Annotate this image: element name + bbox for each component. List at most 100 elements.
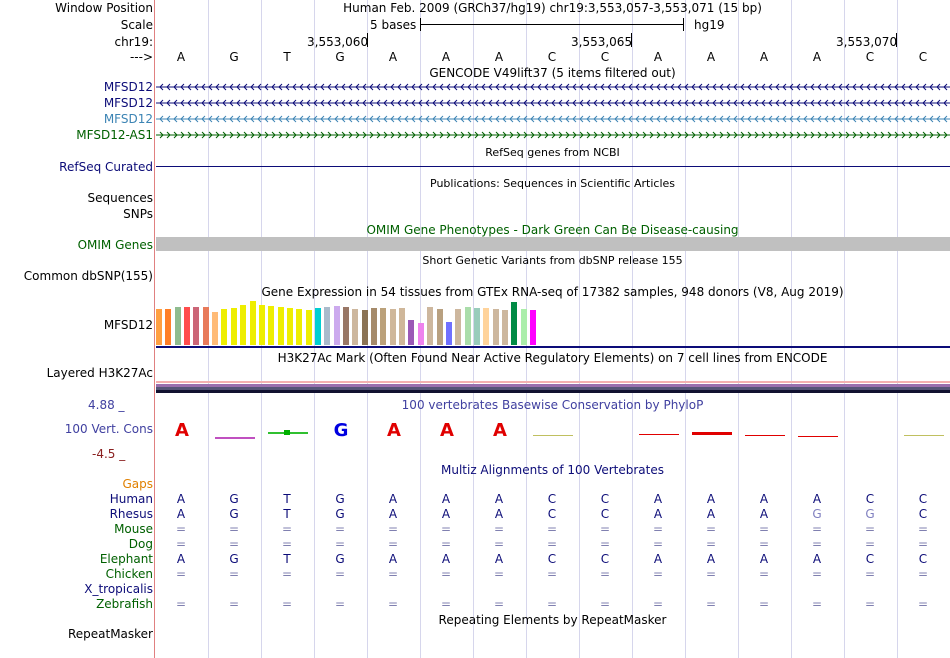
gtex-tissue-bar[interactable] (221, 309, 228, 345)
refseq-gene-line[interactable] (156, 166, 950, 167)
gtex-tissue-bar[interactable] (361, 310, 368, 345)
multiz-base: = (811, 597, 823, 611)
multiz-species-label[interactable]: Chicken (105, 567, 153, 581)
omim-gene-block[interactable] (156, 237, 950, 251)
gtex-tissue-bar[interactable] (333, 306, 340, 345)
strand-arrow (838, 83, 843, 91)
gtex-tissue-bar[interactable] (445, 322, 452, 345)
gtex-tissue-bar[interactable] (492, 309, 499, 345)
strand-arrow (432, 131, 437, 139)
strand-arrow (866, 115, 871, 123)
gtex-tissue-bar[interactable] (417, 323, 424, 345)
multiz-species-label[interactable]: Dog (128, 537, 153, 551)
multiz-base: = (705, 567, 717, 581)
gtex-tissue-bar[interactable] (501, 310, 508, 345)
gtex-tissue-bar[interactable] (530, 310, 536, 345)
refseq-label[interactable]: RefSeq Curated (59, 160, 153, 174)
gtex-tissue-bar[interactable] (174, 307, 181, 345)
gtex-tissue-bar[interactable] (258, 305, 265, 345)
strand-arrow (768, 131, 773, 139)
gtex-tissue-bar[interactable] (165, 309, 172, 345)
strand-arrow (397, 115, 402, 123)
multiz-species-label[interactable]: Mouse (114, 522, 153, 536)
strand-arrow (544, 115, 549, 123)
strand-arrow (698, 131, 703, 139)
strand-arrow (733, 99, 738, 107)
gtex-tissue-bar[interactable] (296, 309, 303, 345)
gtex-tissue-bar[interactable] (436, 309, 443, 345)
gtex-tissue-bar[interactable] (380, 308, 387, 345)
gtex-tissue-bar[interactable] (212, 312, 219, 345)
multiz-species-label[interactable]: Zebrafish (96, 597, 153, 611)
dbsnp-label[interactable]: Common dbSNP(155) (23, 269, 153, 283)
reference-base: A (812, 50, 822, 64)
multiz-base: C (600, 552, 610, 566)
gtex-tissue-bar[interactable] (399, 308, 406, 345)
gtex-tissue-bar[interactable] (184, 307, 191, 345)
gtex-tissue-bar[interactable] (230, 308, 237, 345)
gtex-tissue-bar[interactable] (249, 301, 256, 345)
strand-arrow (334, 83, 339, 91)
gtex-tissue-bar[interactable] (483, 308, 490, 345)
gencode-item-label[interactable]: MFSD12-AS1 (76, 128, 153, 142)
h3k27ac-signal[interactable] (156, 381, 950, 395)
strand-arrow (901, 131, 906, 139)
gtex-tissue-bar[interactable] (427, 307, 434, 345)
gtex-tissue-bar[interactable] (286, 308, 293, 345)
strand-arrow (236, 99, 241, 107)
gtex-tissue-bar[interactable] (408, 320, 415, 345)
gtex-expression-barchart[interactable] (156, 299, 556, 345)
gtex-tissue-bar[interactable] (314, 308, 321, 345)
gtex-tissue-bar[interactable] (343, 307, 349, 345)
strand-arrow (411, 115, 416, 123)
gtex-tissue-bar[interactable] (464, 307, 471, 345)
gtex-tissue-bar[interactable] (277, 307, 284, 345)
gtex-tissue-bar[interactable] (202, 307, 209, 345)
multiz-base: = (175, 522, 187, 536)
publications-label-sequences[interactable]: Sequences (87, 191, 153, 205)
multiz-base: = (758, 537, 770, 551)
repeatmasker-label[interactable]: RepeatMasker (67, 627, 153, 641)
gtex-tissue-bar[interactable] (511, 302, 518, 345)
strand-arrow (845, 83, 850, 91)
gtex-tissue-bar[interactable] (268, 306, 275, 345)
gtex-tissue-bar[interactable] (455, 309, 462, 345)
gtex-tissue-bar[interactable] (371, 308, 378, 345)
gencode-transcripts[interactable] (156, 80, 950, 144)
strand-arrow (663, 99, 668, 107)
multiz-species-label[interactable]: Rhesus (109, 507, 153, 521)
gencode-item-label[interactable]: MFSD12 (103, 112, 153, 126)
gencode-item-label[interactable]: MFSD12 (103, 80, 153, 94)
strand-arrow (908, 99, 913, 107)
strand-arrow (838, 99, 843, 107)
gtex-tissue-bar[interactable] (520, 309, 527, 345)
gtex-label[interactable]: MFSD12 (103, 318, 153, 332)
gtex-tissue-bar[interactable] (324, 307, 331, 345)
multiz-species-label[interactable]: Human (109, 492, 153, 506)
publications-label-snps[interactable]: SNPs (123, 207, 153, 221)
gtex-tissue-bar[interactable] (240, 305, 247, 345)
phylop-label[interactable]: 100 Vert. Cons (64, 422, 153, 436)
gtex-tissue-bar[interactable] (305, 310, 312, 345)
h3k27ac-label[interactable]: Layered H3K27Ac (46, 366, 153, 380)
gtex-tissue-bar[interactable] (389, 309, 396, 345)
omim-label[interactable]: OMIM Genes (77, 238, 153, 252)
strand-arrow (733, 131, 738, 139)
gtex-tissue-bar[interactable] (473, 308, 480, 345)
multiz-species-label[interactable]: X_tropicalis (84, 582, 153, 596)
gtex-tissue-bar[interactable] (156, 309, 162, 345)
multiz-base: T (283, 552, 291, 566)
multiz-base: = (758, 597, 770, 611)
gencode-item-label[interactable]: MFSD12 (103, 96, 153, 110)
multiz-species-label[interactable]: Elephant (99, 552, 153, 566)
multiz-base: A (653, 492, 663, 506)
gtex-tissue-bar[interactable] (352, 309, 359, 345)
strand-arrow (453, 115, 458, 123)
gtex-tissue-bar[interactable] (193, 307, 200, 345)
multiz-gaps-label[interactable]: Gaps (122, 477, 153, 491)
strand-arrow (425, 99, 430, 107)
strand-arrow (383, 115, 388, 123)
strand-arrow (726, 83, 731, 91)
phylop-logo[interactable]: A A A AG (156, 418, 950, 448)
